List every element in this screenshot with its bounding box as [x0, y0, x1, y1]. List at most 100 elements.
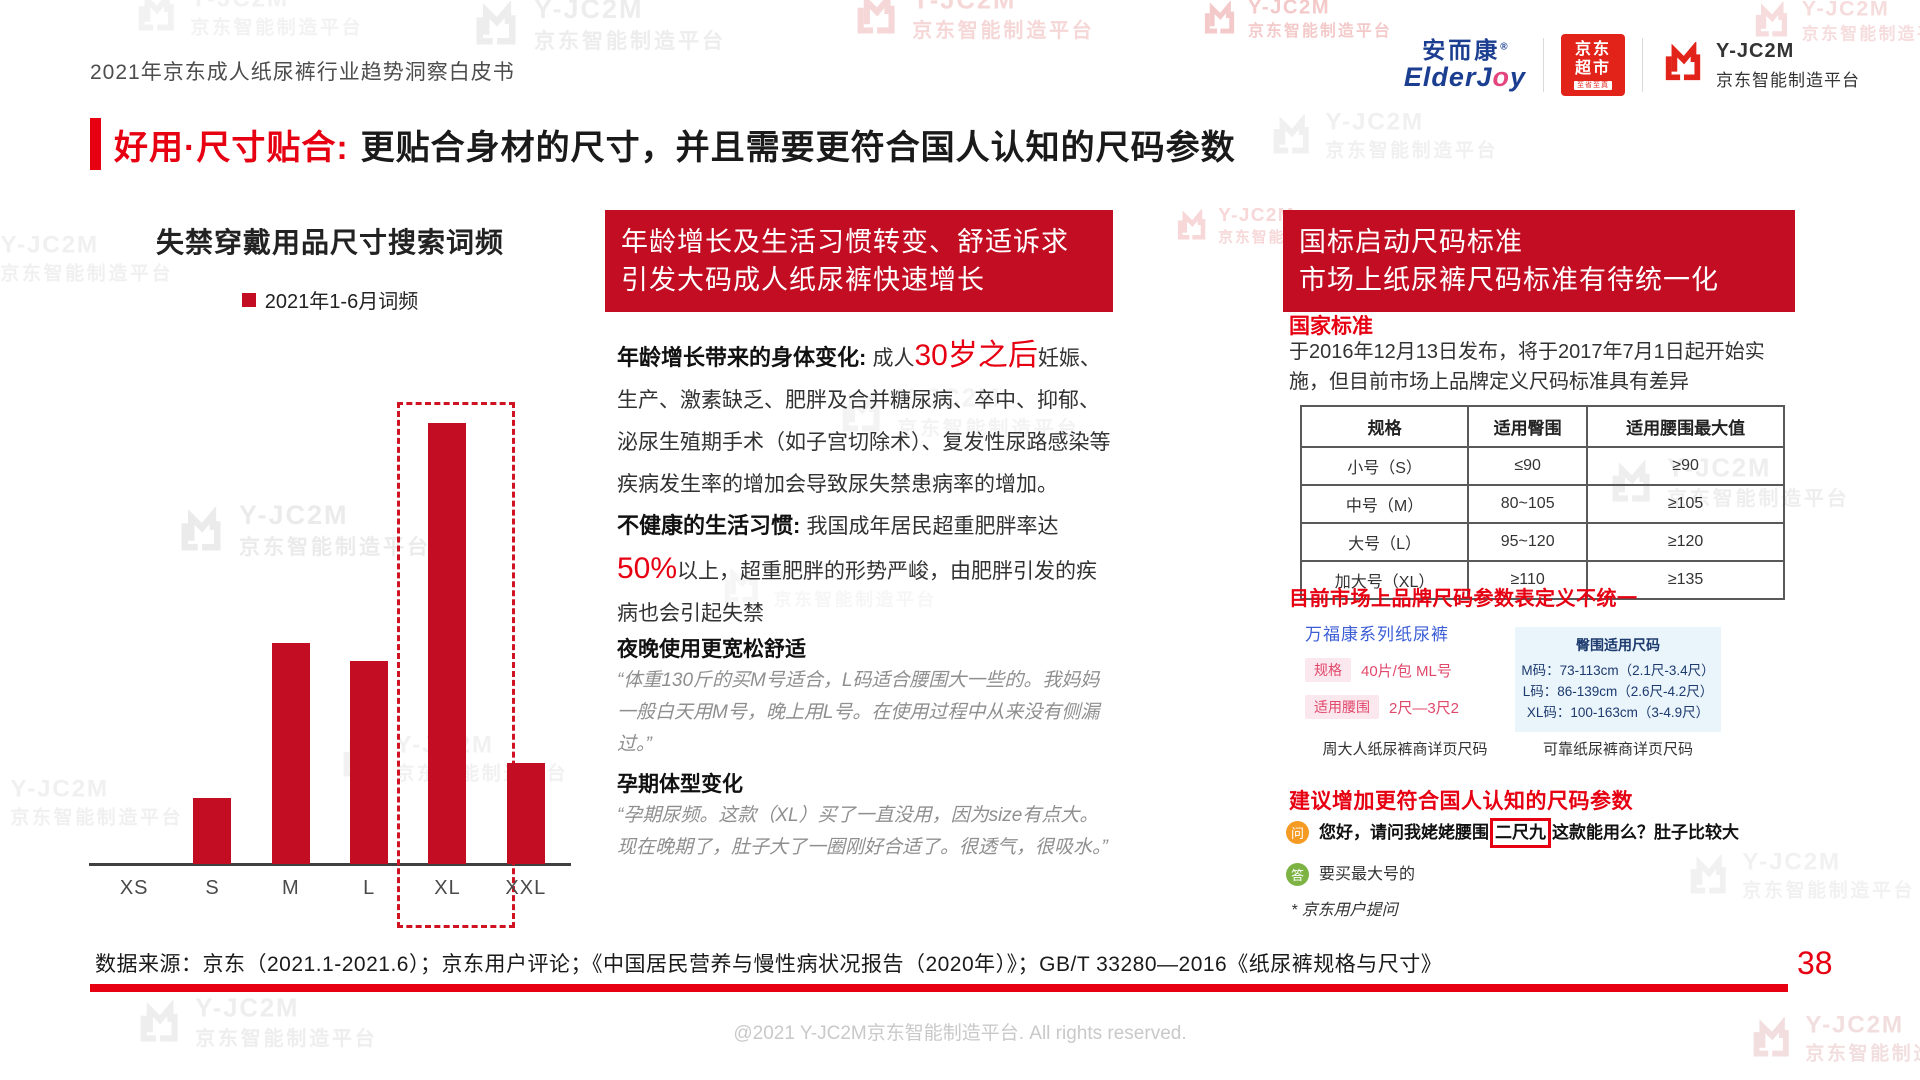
- waist-row: 适用腰围 2尺—3尺2: [1305, 695, 1505, 719]
- brand-product-name: 万福康系列纸尿裤: [1305, 625, 1449, 644]
- body-change-paragraph: 年龄增长带来的身体变化: 成人30岁之后妊娠、生产、激素缺乏、肥胖及合并糖尿病、…: [617, 335, 1114, 506]
- chart-legend: 2021年1-6月词频: [90, 285, 570, 314]
- yjc2m-m-icon: [1660, 40, 1706, 89]
- jd-supermarket-logo: 京东 超市 至省至真: [1561, 34, 1625, 96]
- pregnancy-quote: “孕期尿频。这款（XL）买了一直没用，因为size有点大。现在晚期了，肚子大了一…: [617, 805, 1108, 858]
- jd-supermarket-tagline: 至省至真: [1574, 81, 1612, 90]
- right-banner-line1: 国标启动尺码标准: [1299, 227, 1523, 257]
- table-row: 小号（S） ≤90 ≥90: [1299, 446, 1785, 486]
- xl-highlight-dashed-box: [397, 402, 515, 928]
- logo-divider: [1642, 38, 1643, 92]
- middle-column: 年龄增长及生活习惯转变、舒适诉求 引发大码成人纸尿裤快速增长 年龄增长带来的身体…: [605, 210, 1113, 890]
- title-highlight: 好用·尺寸贴合:: [114, 128, 349, 167]
- x-tick-l: L: [363, 877, 376, 899]
- national-standard-label: 国家标准: [1289, 315, 1373, 338]
- question-row: 问 您好，请问我姥姥腰围 二尺九 这款能用么？肚子比较大: [1286, 818, 1791, 848]
- body-change-pre: 成人: [872, 347, 915, 370]
- user-question-note: * 京东用户提问: [1291, 902, 1398, 919]
- hip-size-lines: M码：73-113cm（2.1尺-3.4尺） L码：86-139cm（2.6尺-4…: [1520, 660, 1716, 723]
- x-axis-line: [89, 863, 571, 866]
- bar-l: [350, 661, 389, 864]
- table-header-hip: 适用臀围: [1467, 405, 1589, 448]
- bar-xxl: [506, 763, 545, 864]
- brand-left-caption: 周大人纸尿裤商详页尺码: [1322, 741, 1488, 758]
- table-header-waist: 适用腰围最大值: [1586, 405, 1785, 448]
- chart-plot-area: XS S M L XL XXL: [89, 323, 571, 928]
- hip-size-line: M码：73-113cm（2.1尺-3.4尺）: [1521, 663, 1715, 678]
- body-change-highlight: 30岁之后: [914, 339, 1038, 372]
- spec-tag: 规格: [1305, 658, 1351, 682]
- spec-row: 规格 40片/包 ML号: [1305, 658, 1505, 682]
- search-frequency-chart: 失禁穿戴用品尺寸搜索词频 2021年1-6月词频 XS S M L XL XXL: [89, 195, 571, 928]
- x-tick-xl: XL: [434, 877, 461, 899]
- hip-size-line: L码：86-139cm（2.6尺-4.2尺）: [1522, 684, 1714, 699]
- hip-size-box: 臀围适用尺码 M码：73-113cm（2.1尺-3.4尺） L码：86-139cm…: [1515, 627, 1721, 732]
- question-post: 这款能用么？肚子比较大: [1552, 823, 1739, 842]
- logo-divider: [1543, 38, 1544, 92]
- x-tick-xxl: XXL: [505, 877, 547, 899]
- legend-label: 2021年1-6月词频: [264, 291, 419, 313]
- hip-size-header: 臀围适用尺码: [1576, 637, 1660, 653]
- table-row: 大号（L） 95~120 ≥120: [1299, 522, 1785, 562]
- brand-left-block: 万福康系列纸尿裤 规格 40片/包 ML号 适用腰围 2尺—3尺2: [1305, 620, 1505, 719]
- night-use-heading: 夜晚使用更宽松舒适: [617, 638, 806, 661]
- question-icon: 问: [1286, 821, 1309, 844]
- lifestyle-lead: 不健康的生活习惯:: [617, 513, 807, 538]
- document-title: 2021年京东成人纸尿裤行业趋势洞察白皮书: [90, 61, 515, 84]
- table-row: 加大号（XL） ≥110 ≥135: [1299, 560, 1785, 600]
- answer-text: 要买最大号的: [1319, 866, 1416, 883]
- copyright-footer: @2021 Y-JC2M京东智能制造平台. All rights reserve…: [733, 1023, 1187, 1044]
- yjc2m-name: Y-JC2M: [1716, 39, 1795, 62]
- bar-slot-xxl: XXL: [487, 323, 565, 899]
- bar-m: [271, 643, 310, 864]
- title-rest: 更贴合身材的尺寸，并且需要更符合国人认知的尺码参数: [360, 128, 1236, 167]
- body-change-lead: 年龄增长带来的身体变化:: [617, 345, 873, 370]
- suggestion-heading: 建议增加更符合国人认知的尺码参数: [1289, 790, 1633, 813]
- registered-mark: ®: [1500, 41, 1508, 53]
- middle-banner-line2: 引发大码成人纸尿裤快速增长: [621, 265, 985, 295]
- elderjoy-cn-text: 安而康: [1422, 37, 1501, 63]
- yjc2m-subtitle: 京东智能制造平台: [1716, 70, 1860, 90]
- hip-size-line: XL码：100-163cm（3-4.9尺）: [1526, 705, 1710, 720]
- question-boxed-term: 二尺九: [1490, 818, 1551, 848]
- x-tick-s: S: [205, 877, 220, 899]
- lifestyle-rest: 以上，超重肥胖的形势严峻，由肥胖引发的疾病也会引起失禁: [617, 560, 1098, 625]
- bar-slot-l: L: [330, 323, 408, 899]
- table-header-row: 规格 适用臀围 适用腰围最大值: [1299, 405, 1785, 448]
- chart-title: 失禁穿戴用品尺寸搜索词频: [155, 227, 504, 258]
- answer-icon: 答: [1286, 863, 1309, 886]
- pregnancy-heading: 孕期体型变化: [617, 773, 743, 796]
- brand-right-caption: 可靠纸尿裤商详页尺码: [1542, 741, 1693, 758]
- jd-supermarket-line1: 京东: [1574, 41, 1611, 58]
- table-row: 中号（M） 80~105 ≥105: [1299, 484, 1785, 524]
- table-header-spec: 规格: [1299, 405, 1470, 448]
- middle-banner-line1: 年龄增长及生活习惯转变、舒适诉求: [621, 227, 1069, 257]
- waist-value: 2尺—3尺2: [1389, 699, 1460, 717]
- question-pre: 您好，请问我姥姥腰围: [1319, 823, 1489, 842]
- night-use-quote: “体重130斤的买M号适合，L码适合腰围大一些的。我妈妈一般白天用M号，晚上用L…: [617, 670, 1100, 755]
- legend-swatch: [241, 292, 256, 307]
- lifestyle-paragraph: 不健康的生活习惯: 我国成年居民超重肥胖率达 50%以上，超重肥胖的形势严峻，由肥…: [617, 505, 1114, 635]
- right-banner: 国标启动尺码标准 市场上纸尿裤尺码标准有待统一化: [1283, 210, 1795, 312]
- right-column: 国标启动尺码标准 市场上纸尿裤尺码标准有待统一化 国家标准 于2016年12月1…: [1283, 210, 1795, 930]
- elderjoy-o-mark: o: [1492, 61, 1510, 92]
- waist-tag: 适用腰围: [1305, 695, 1379, 719]
- lifestyle-pre: 我国成年居民超重肥胖率达: [806, 515, 1059, 538]
- bar-slot-s: S: [173, 323, 251, 899]
- brand-params-heading: 目前市场上品牌尺码参数表定义不统一: [1289, 588, 1638, 610]
- x-tick-xs: XS: [119, 877, 149, 899]
- yjc2m-logo: Y-JC2M 京东智能制造平台: [1660, 40, 1860, 91]
- page-title: 好用·尺寸贴合: 更贴合身材的尺寸，并且需要更符合国人认知的尺码参数: [90, 118, 1236, 170]
- logo-group: 安而康® ElderJoy 京东 超市 至省至真 Y-J: [1404, 30, 1860, 100]
- x-tick-m: M: [281, 877, 300, 899]
- lifestyle-highlight: 50%: [617, 552, 678, 585]
- right-banner-line2: 市场上纸尿裤尺码标准有待统一化: [1299, 265, 1719, 295]
- bar-slot-m: M: [252, 323, 330, 899]
- page-number: 38: [1797, 945, 1833, 981]
- data-source-line: 数据来源：京东（2021.1-2021.6）；京东用户评论；《中国居民营养与慢性…: [95, 953, 1443, 976]
- elderjoy-en-text: ElderJ: [1403, 61, 1493, 92]
- jd-supermarket-line2: 超市: [1574, 60, 1611, 77]
- national-standard-desc: 于2016年12月13日发布，将于2017年7月1日起开始实施，但目前市场上品牌…: [1289, 341, 1765, 393]
- size-standard-table: 规格 适用臀围 适用腰围最大值 小号（S） ≤90 ≥90 中号（M） 80~105 ≥1…: [1299, 405, 1785, 600]
